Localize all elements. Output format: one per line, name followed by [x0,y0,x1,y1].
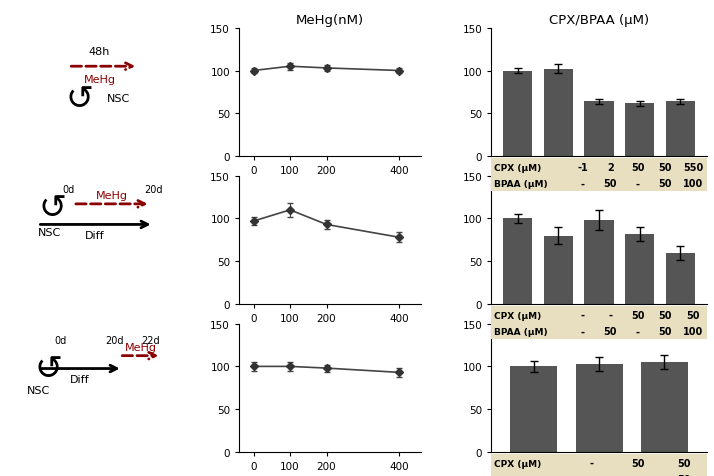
Text: Diff: Diff [69,374,89,384]
Text: NSC: NSC [26,386,50,396]
Text: BPAA (μM): BPAA (μM) [493,327,547,336]
Text: CPX (μM): CPX (μM) [493,163,540,172]
Text: 50: 50 [659,163,673,173]
Bar [575,364,623,452]
Text: 22d: 22d [141,336,160,346]
Text: 100: 100 [683,179,703,189]
Text: -: - [580,310,585,320]
Bar [625,234,655,305]
Text: 550: 550 [683,163,703,173]
Bar [625,104,655,157]
Text: -: - [636,327,640,337]
Text: 50: 50 [631,458,645,468]
Text: -: - [608,310,613,320]
Text: BPAA (μM): BPAA (μM) [493,475,547,476]
Text: -: - [590,458,594,468]
Bar [665,102,695,157]
Text: 50: 50 [603,327,617,337]
Bar [585,102,614,157]
Text: -: - [580,327,585,337]
Bar [511,367,558,452]
Text: Diff: Diff [85,230,104,240]
Text: ↺: ↺ [65,83,94,116]
Title: CPX/BPAA (μM): CPX/BPAA (μM) [549,14,649,28]
Bar [503,219,533,305]
Text: NSC: NSC [38,228,61,238]
Text: CPX (μM): CPX (μM) [493,459,540,467]
Text: 50: 50 [659,179,673,189]
Text: 50: 50 [677,475,690,476]
Text: 0d: 0d [54,336,67,346]
Text: -1: -1 [578,163,588,173]
Text: NSC: NSC [107,94,131,104]
Text: -: - [580,179,585,189]
Text: 50: 50 [631,163,645,173]
Text: -: - [636,475,640,476]
Bar [544,236,573,305]
Title: MeHg(nM): MeHg(nM) [296,14,364,28]
Text: BPAA (μM): BPAA (μM) [493,179,547,188]
Text: -: - [636,179,640,189]
Text: 0d: 0d [62,184,74,194]
Text: 2: 2 [607,163,614,173]
Text: 50: 50 [603,179,617,189]
Text: ↺: ↺ [34,352,62,385]
Bar [665,253,695,305]
Text: 50: 50 [659,327,673,337]
Text: -: - [590,475,594,476]
Text: 50: 50 [686,310,700,320]
Bar [641,362,688,452]
Bar [544,69,573,157]
Bar [585,221,614,305]
Text: MeHg: MeHg [96,190,128,200]
Bar [503,71,533,157]
Text: 20d: 20d [144,184,163,194]
Text: 100: 100 [683,327,703,337]
Text: 50: 50 [677,458,690,468]
Text: 20d: 20d [106,336,124,346]
Text: ↺: ↺ [39,192,67,225]
Text: MeHg: MeHg [84,75,116,85]
Text: 50: 50 [659,310,673,320]
Text: CPX (μM): CPX (μM) [493,311,540,320]
Text: 48h: 48h [89,47,110,57]
Text: MeHg: MeHg [125,342,157,352]
Text: 50: 50 [631,310,645,320]
